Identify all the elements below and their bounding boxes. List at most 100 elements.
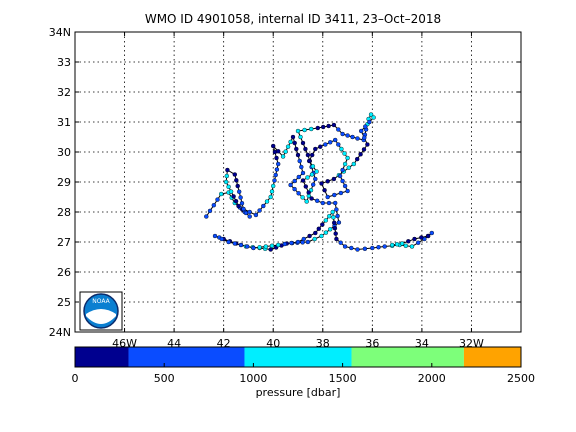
trajectory-point bbox=[406, 239, 411, 244]
trajectory-point bbox=[425, 233, 431, 239]
trajectory-point bbox=[325, 194, 330, 200]
colorbar-tick-label: 2000 bbox=[418, 372, 446, 385]
trajectory-point bbox=[301, 236, 306, 242]
trajectory-point bbox=[339, 146, 344, 152]
trajectory-point bbox=[319, 181, 324, 186]
trajectory-point bbox=[288, 182, 293, 188]
trajectory-point bbox=[333, 231, 338, 236]
trajectory-point bbox=[313, 176, 318, 182]
trajectory-point bbox=[295, 239, 301, 245]
trajectory-point bbox=[218, 191, 224, 197]
trajectory-point bbox=[305, 175, 310, 180]
trajectory-point bbox=[298, 134, 303, 140]
trajectory-point bbox=[300, 178, 306, 183]
colorbar-tick-label: 500 bbox=[154, 372, 175, 385]
trajectory-point bbox=[362, 135, 367, 140]
trajectory-point bbox=[336, 220, 342, 225]
trajectory-point bbox=[332, 192, 337, 198]
trajectory-point bbox=[300, 140, 306, 146]
trajectory-point bbox=[299, 164, 304, 170]
trajectory-point bbox=[345, 133, 350, 138]
trajectory-point bbox=[271, 183, 276, 189]
trajectory-point bbox=[271, 143, 276, 149]
trajectory-point bbox=[345, 155, 350, 161]
trajectory-point bbox=[302, 127, 307, 133]
colorbar-bin bbox=[244, 347, 352, 367]
trajectory-point bbox=[219, 236, 225, 242]
trajectory-point bbox=[228, 189, 234, 194]
trajectory-point bbox=[390, 242, 395, 248]
trajectory-point bbox=[332, 220, 337, 226]
trajectory-point bbox=[296, 191, 301, 196]
grid-lines bbox=[75, 31, 521, 333]
trajectory-point bbox=[345, 188, 350, 194]
trajectory-point bbox=[309, 196, 314, 201]
colorbar-ticks: 0 500 1000 1500 2000 2500 bbox=[72, 363, 535, 385]
trajectory-point bbox=[340, 167, 345, 173]
trajectory-point bbox=[355, 247, 360, 252]
y-tick-label: 33 bbox=[57, 56, 71, 69]
trajectory-point bbox=[224, 173, 230, 179]
trajectory-point bbox=[412, 236, 417, 242]
trajectory-point bbox=[288, 139, 293, 145]
trajectory-point bbox=[326, 123, 331, 129]
trajectory-point bbox=[409, 244, 415, 249]
trajectory-point bbox=[334, 236, 339, 242]
trajectory-point bbox=[212, 233, 218, 239]
trajectory-point bbox=[337, 173, 343, 179]
trajectory-point bbox=[365, 142, 370, 147]
trajectory-point bbox=[238, 242, 244, 248]
trajectory-point bbox=[247, 214, 252, 219]
trajectory-point bbox=[320, 222, 325, 227]
trajectory-point bbox=[257, 208, 262, 213]
y-tick-label: 31 bbox=[57, 116, 71, 129]
trajectory-point bbox=[211, 202, 217, 208]
trajectory-point bbox=[429, 230, 434, 236]
colorbar-tick-label: 1000 bbox=[239, 372, 267, 385]
trajectory-point bbox=[274, 155, 279, 161]
trajectory-point bbox=[358, 152, 363, 157]
trajectory-point bbox=[307, 233, 312, 239]
trajectory-point bbox=[394, 242, 400, 247]
trajectory-point bbox=[326, 200, 332, 206]
trajectory-point bbox=[334, 207, 339, 212]
trajectory-point bbox=[300, 195, 305, 200]
trajectory-point bbox=[316, 226, 321, 232]
trajectory-point bbox=[307, 158, 312, 164]
trajectory-point bbox=[269, 189, 275, 194]
trajectory-point bbox=[346, 165, 351, 170]
trajectory-point bbox=[355, 156, 360, 162]
trajectory-point bbox=[236, 189, 242, 194]
trajectory-point bbox=[376, 244, 381, 250]
trajectory-point bbox=[340, 178, 345, 184]
trajectory-point bbox=[244, 244, 250, 249]
y-axis-ticks: 24N 25 26 27 28 29 30 31 32 33 34N bbox=[49, 26, 521, 339]
trajectory-point bbox=[335, 213, 340, 219]
trajectory-point bbox=[305, 239, 311, 245]
trajectory-point bbox=[322, 187, 327, 193]
trajectory-point bbox=[243, 210, 249, 216]
trajectory-point bbox=[207, 208, 213, 214]
trajectory-point bbox=[332, 225, 338, 231]
trajectory-point bbox=[290, 134, 296, 140]
noaa-logo-text: NOAA bbox=[92, 298, 110, 305]
map-frame bbox=[74, 31, 522, 333]
y-tick-label: 26 bbox=[57, 266, 71, 279]
trajectory-point bbox=[274, 167, 280, 172]
trajectory-point bbox=[234, 178, 239, 183]
trajectory-point bbox=[236, 203, 241, 209]
trajectory-point bbox=[313, 230, 318, 236]
trajectory-point bbox=[310, 164, 316, 169]
trajectory-point bbox=[336, 142, 341, 147]
trajectory-point bbox=[331, 176, 337, 182]
trajectory-point bbox=[351, 161, 356, 167]
trajectory-point bbox=[342, 161, 348, 167]
trajectory-point bbox=[289, 240, 294, 246]
trajectory-point bbox=[272, 178, 277, 183]
trajectory-point bbox=[315, 125, 320, 131]
trajectory-point bbox=[359, 128, 364, 134]
trajectory-point bbox=[273, 172, 278, 178]
trajectory-point bbox=[276, 161, 281, 167]
trajectory-point bbox=[336, 127, 341, 132]
